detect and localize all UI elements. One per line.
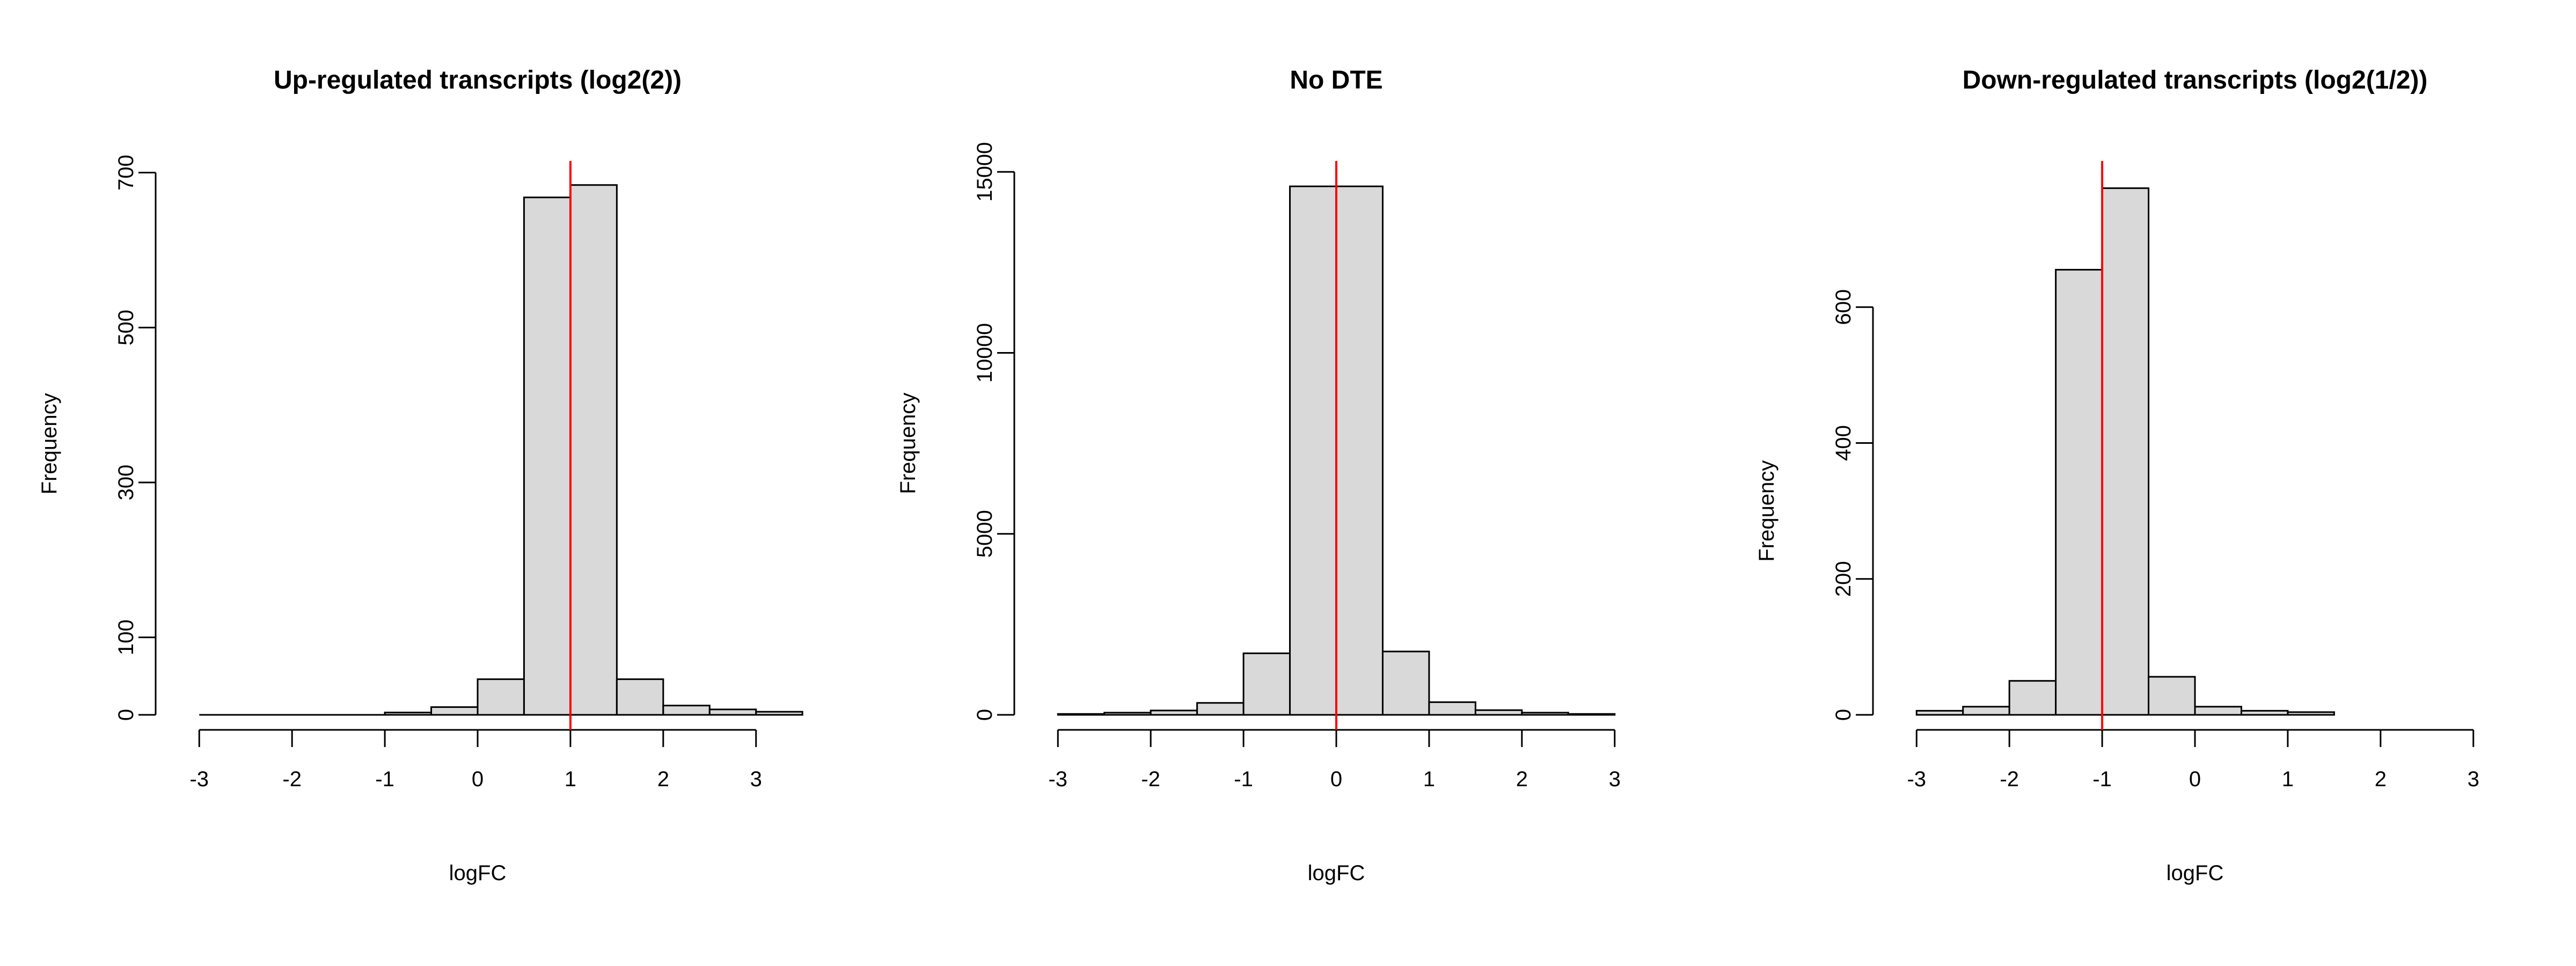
x-tick-label: 0 [2189, 767, 2201, 791]
histogram-svg: No DTE -3 -2 -1 0 1 2 3 0 5000 10000 15000 logFC Freq… [896, 66, 1621, 885]
y-axis-label: Frequency [38, 393, 61, 494]
x-tick-label: 2 [2375, 767, 2387, 791]
hist-bar [2101, 187, 2150, 716]
x-tick-label: -3 [1048, 767, 1067, 791]
x-tick-label: -1 [375, 767, 394, 791]
y-tick-label: 5000 [973, 510, 997, 558]
y-tick-label: 600 [1832, 289, 1855, 325]
hist-bar [569, 184, 618, 716]
x-tick-label: 2 [1516, 767, 1528, 791]
x-tick-label: -1 [2092, 767, 2112, 791]
x-tick-label: -3 [189, 767, 209, 791]
x-tick-label: 1 [1423, 767, 1435, 791]
hist-bar [2194, 706, 2242, 716]
x-axis-label: logFC [2167, 861, 2224, 885]
y-tick-label: 200 [1832, 561, 1855, 597]
x-tick-label: 2 [657, 767, 669, 791]
x-tick-label: 3 [2468, 767, 2479, 791]
y-axis-label: Frequency [896, 393, 920, 494]
y-tick-label: 700 [114, 155, 138, 191]
histogram-panel-up-regulated: Up-regulated transcripts (log2(2)) -3 -2 -1… [0, 0, 859, 966]
histogram-svg: Up-regulated transcripts (log2(2)) -3 -2 -1… [38, 66, 803, 885]
histogram-panel-no-dte: No DTE -3 -2 -1 0 1 2 3 0 5000 10000 15000 logFC Freq… [859, 0, 1717, 966]
hist-bar [1242, 652, 1291, 716]
hist-bar [430, 706, 479, 716]
hist-bar [477, 678, 525, 716]
y-tick-label: 0 [973, 709, 997, 721]
y-tick-label: 10000 [973, 323, 997, 383]
hist-bar [662, 705, 711, 716]
x-tick-label: 3 [1609, 767, 1621, 791]
x-tick-label: -2 [282, 767, 302, 791]
x-tick-label: -2 [2000, 767, 2019, 791]
hist-bar [616, 678, 664, 716]
x-tick-label: -2 [1141, 767, 1160, 791]
y-tick-label: 400 [1832, 425, 1855, 461]
x-tick-label: 0 [1330, 767, 1342, 791]
hist-bar [1381, 650, 1430, 716]
hist-bar [1962, 706, 2010, 716]
x-tick-label: 0 [472, 767, 484, 791]
y-tick-label: 500 [114, 310, 138, 346]
histogram-panel-down-regulated: Down-regulated transcripts (log2(1/2)) -3… [1717, 0, 2576, 966]
chart-title: Down-regulated transcripts (log2(1/2)) [1963, 66, 2428, 94]
x-axis-label: logFC [1308, 861, 1365, 885]
x-tick-label: 1 [2282, 767, 2294, 791]
histogram-svg: Down-regulated transcripts (log2(1/2)) -3… [1755, 66, 2479, 885]
y-tick-label: 300 [114, 465, 138, 501]
hist-bar [2008, 680, 2057, 716]
hist-bar [708, 708, 757, 716]
y-tick-label: 15000 [973, 142, 997, 202]
chart-title: No DTE [1290, 66, 1382, 94]
x-tick-label: 3 [750, 767, 762, 791]
hist-bar [1196, 702, 1245, 716]
hist-bar [1289, 185, 1337, 716]
hist-bar [2055, 269, 2103, 716]
y-tick-label: 0 [1832, 709, 1855, 721]
x-tick-label: 1 [565, 767, 576, 791]
hist-bar [2148, 676, 2196, 716]
x-axis-label: logFC [449, 861, 507, 885]
chart-title: Up-regulated transcripts (log2(2)) [274, 66, 682, 94]
x-tick-label: -1 [1234, 767, 1253, 791]
y-tick-label: 100 [114, 619, 138, 655]
hist-bar [1428, 701, 1476, 716]
x-tick-label: -3 [1907, 767, 1926, 791]
y-tick-label: 0 [114, 709, 138, 721]
y-axis-label: Frequency [1755, 460, 1779, 562]
hist-bar [523, 196, 572, 716]
hist-bar [1335, 185, 1384, 716]
